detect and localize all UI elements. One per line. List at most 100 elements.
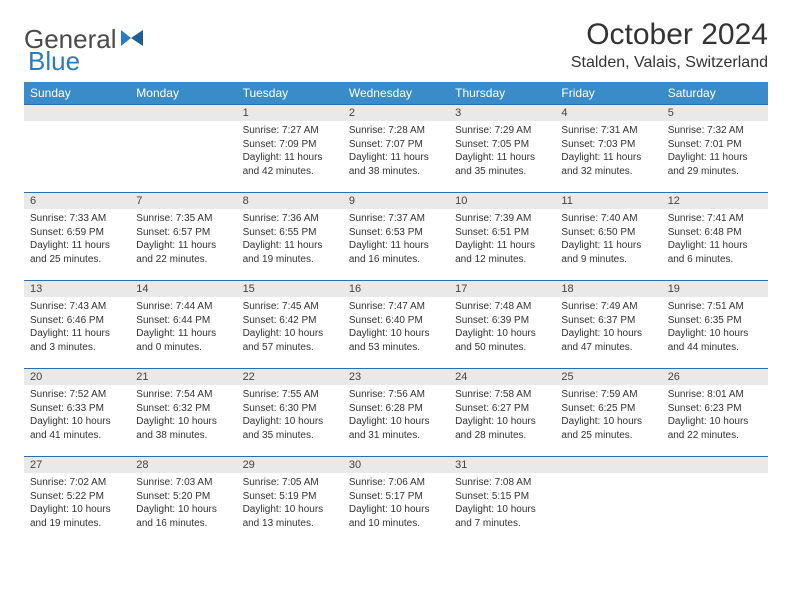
day-number: 15 bbox=[237, 280, 343, 297]
calendar-day-cell: 19Sunrise: 7:51 AMSunset: 6:35 PMDayligh… bbox=[662, 280, 768, 368]
daylight-text: Daylight: 10 hours and 41 minutes. bbox=[30, 415, 124, 442]
sunrise-text: Sunrise: 7:32 AM bbox=[668, 124, 762, 138]
calendar-day-cell bbox=[24, 104, 130, 192]
sunset-text: Sunset: 6:40 PM bbox=[349, 314, 443, 328]
day-number: 11 bbox=[555, 192, 661, 209]
daylight-text: Daylight: 11 hours and 0 minutes. bbox=[136, 327, 230, 354]
daylight-text: Daylight: 11 hours and 19 minutes. bbox=[243, 239, 337, 266]
day-number: 8 bbox=[237, 192, 343, 209]
sunrise-text: Sunrise: 7:31 AM bbox=[561, 124, 655, 138]
daylight-text: Daylight: 10 hours and 53 minutes. bbox=[349, 327, 443, 354]
sunrise-text: Sunrise: 7:45 AM bbox=[243, 300, 337, 314]
sunset-text: Sunset: 6:44 PM bbox=[136, 314, 230, 328]
calendar-day-cell: 22Sunrise: 7:55 AMSunset: 6:30 PMDayligh… bbox=[237, 368, 343, 456]
calendar-day-cell: 18Sunrise: 7:49 AMSunset: 6:37 PMDayligh… bbox=[555, 280, 661, 368]
calendar-day-cell bbox=[662, 456, 768, 544]
calendar-day-cell: 1Sunrise: 7:27 AMSunset: 7:09 PMDaylight… bbox=[237, 104, 343, 192]
sunset-text: Sunset: 6:27 PM bbox=[455, 402, 549, 416]
day-body bbox=[24, 121, 130, 130]
day-body bbox=[555, 473, 661, 482]
calendar-day-cell: 5Sunrise: 7:32 AMSunset: 7:01 PMDaylight… bbox=[662, 104, 768, 192]
sunrise-text: Sunrise: 7:55 AM bbox=[243, 388, 337, 402]
calendar-week-row: 27Sunrise: 7:02 AMSunset: 5:22 PMDayligh… bbox=[24, 456, 768, 544]
sunset-text: Sunset: 6:23 PM bbox=[668, 402, 762, 416]
sunrise-text: Sunrise: 7:37 AM bbox=[349, 212, 443, 226]
daylight-text: Daylight: 11 hours and 32 minutes. bbox=[561, 151, 655, 178]
daylight-text: Daylight: 10 hours and 50 minutes. bbox=[455, 327, 549, 354]
day-number: 23 bbox=[343, 368, 449, 385]
sunrise-text: Sunrise: 7:29 AM bbox=[455, 124, 549, 138]
day-body: Sunrise: 8:01 AMSunset: 6:23 PMDaylight:… bbox=[662, 385, 768, 448]
sunset-text: Sunset: 7:01 PM bbox=[668, 138, 762, 152]
day-body: Sunrise: 7:32 AMSunset: 7:01 PMDaylight:… bbox=[662, 121, 768, 184]
daylight-text: Daylight: 11 hours and 9 minutes. bbox=[561, 239, 655, 266]
calendar-day-cell: 6Sunrise: 7:33 AMSunset: 6:59 PMDaylight… bbox=[24, 192, 130, 280]
sunset-text: Sunset: 6:51 PM bbox=[455, 226, 549, 240]
daylight-text: Daylight: 11 hours and 12 minutes. bbox=[455, 239, 549, 266]
sunset-text: Sunset: 5:20 PM bbox=[136, 490, 230, 504]
daylight-text: Daylight: 10 hours and 31 minutes. bbox=[349, 415, 443, 442]
calendar-day-cell: 8Sunrise: 7:36 AMSunset: 6:55 PMDaylight… bbox=[237, 192, 343, 280]
day-body: Sunrise: 7:27 AMSunset: 7:09 PMDaylight:… bbox=[237, 121, 343, 184]
day-body bbox=[662, 473, 768, 482]
daylight-text: Daylight: 11 hours and 29 minutes. bbox=[668, 151, 762, 178]
day-header-wed: Wednesday bbox=[343, 82, 449, 104]
sunset-text: Sunset: 7:03 PM bbox=[561, 138, 655, 152]
calendar-day-cell: 17Sunrise: 7:48 AMSunset: 6:39 PMDayligh… bbox=[449, 280, 555, 368]
day-number: 25 bbox=[555, 368, 661, 385]
sunset-text: Sunset: 6:48 PM bbox=[668, 226, 762, 240]
day-number: 1 bbox=[237, 104, 343, 121]
day-body: Sunrise: 7:36 AMSunset: 6:55 PMDaylight:… bbox=[237, 209, 343, 272]
sunrise-text: Sunrise: 7:36 AM bbox=[243, 212, 337, 226]
sunset-text: Sunset: 7:07 PM bbox=[349, 138, 443, 152]
daylight-text: Daylight: 10 hours and 44 minutes. bbox=[668, 327, 762, 354]
day-number: 28 bbox=[130, 456, 236, 473]
daylight-text: Daylight: 11 hours and 38 minutes. bbox=[349, 151, 443, 178]
sunset-text: Sunset: 6:50 PM bbox=[561, 226, 655, 240]
day-number: 5 bbox=[662, 104, 768, 121]
day-number: 3 bbox=[449, 104, 555, 121]
day-number: 26 bbox=[662, 368, 768, 385]
day-body: Sunrise: 7:54 AMSunset: 6:32 PMDaylight:… bbox=[130, 385, 236, 448]
day-body: Sunrise: 7:58 AMSunset: 6:27 PMDaylight:… bbox=[449, 385, 555, 448]
daylight-text: Daylight: 10 hours and 13 minutes. bbox=[243, 503, 337, 530]
sunrise-text: Sunrise: 7:03 AM bbox=[136, 476, 230, 490]
sunset-text: Sunset: 6:57 PM bbox=[136, 226, 230, 240]
day-number: 21 bbox=[130, 368, 236, 385]
day-number bbox=[130, 104, 236, 121]
daylight-text: Daylight: 11 hours and 42 minutes. bbox=[243, 151, 337, 178]
day-number: 6 bbox=[24, 192, 130, 209]
sunset-text: Sunset: 6:33 PM bbox=[30, 402, 124, 416]
sunrise-text: Sunrise: 7:02 AM bbox=[30, 476, 124, 490]
day-number: 17 bbox=[449, 280, 555, 297]
sunrise-text: Sunrise: 8:01 AM bbox=[668, 388, 762, 402]
day-number bbox=[555, 456, 661, 473]
day-body: Sunrise: 7:33 AMSunset: 6:59 PMDaylight:… bbox=[24, 209, 130, 272]
calendar-day-cell: 16Sunrise: 7:47 AMSunset: 6:40 PMDayligh… bbox=[343, 280, 449, 368]
title-block: October 2024 Stalden, Valais, Switzerlan… bbox=[571, 18, 768, 72]
calendar-day-cell: 24Sunrise: 7:58 AMSunset: 6:27 PMDayligh… bbox=[449, 368, 555, 456]
day-body: Sunrise: 7:55 AMSunset: 6:30 PMDaylight:… bbox=[237, 385, 343, 448]
calendar-table: Sunday Monday Tuesday Wednesday Thursday… bbox=[24, 82, 768, 544]
sunrise-text: Sunrise: 7:51 AM bbox=[668, 300, 762, 314]
sunrise-text: Sunrise: 7:40 AM bbox=[561, 212, 655, 226]
sunset-text: Sunset: 6:32 PM bbox=[136, 402, 230, 416]
calendar-body: 1Sunrise: 7:27 AMSunset: 7:09 PMDaylight… bbox=[24, 104, 768, 544]
calendar-day-cell: 14Sunrise: 7:44 AMSunset: 6:44 PMDayligh… bbox=[130, 280, 236, 368]
daylight-text: Daylight: 11 hours and 35 minutes. bbox=[455, 151, 549, 178]
month-title: October 2024 bbox=[571, 18, 768, 52]
sunset-text: Sunset: 5:17 PM bbox=[349, 490, 443, 504]
day-body: Sunrise: 7:08 AMSunset: 5:15 PMDaylight:… bbox=[449, 473, 555, 536]
day-number: 7 bbox=[130, 192, 236, 209]
sunrise-text: Sunrise: 7:49 AM bbox=[561, 300, 655, 314]
day-number: 20 bbox=[24, 368, 130, 385]
location-text: Stalden, Valais, Switzerland bbox=[571, 54, 768, 72]
daylight-text: Daylight: 11 hours and 16 minutes. bbox=[349, 239, 443, 266]
calendar-day-cell: 25Sunrise: 7:59 AMSunset: 6:25 PMDayligh… bbox=[555, 368, 661, 456]
sunrise-text: Sunrise: 7:28 AM bbox=[349, 124, 443, 138]
day-body bbox=[130, 121, 236, 130]
sunrise-text: Sunrise: 7:39 AM bbox=[455, 212, 549, 226]
calendar-day-cell: 3Sunrise: 7:29 AMSunset: 7:05 PMDaylight… bbox=[449, 104, 555, 192]
calendar-day-cell: 29Sunrise: 7:05 AMSunset: 5:19 PMDayligh… bbox=[237, 456, 343, 544]
day-number: 27 bbox=[24, 456, 130, 473]
